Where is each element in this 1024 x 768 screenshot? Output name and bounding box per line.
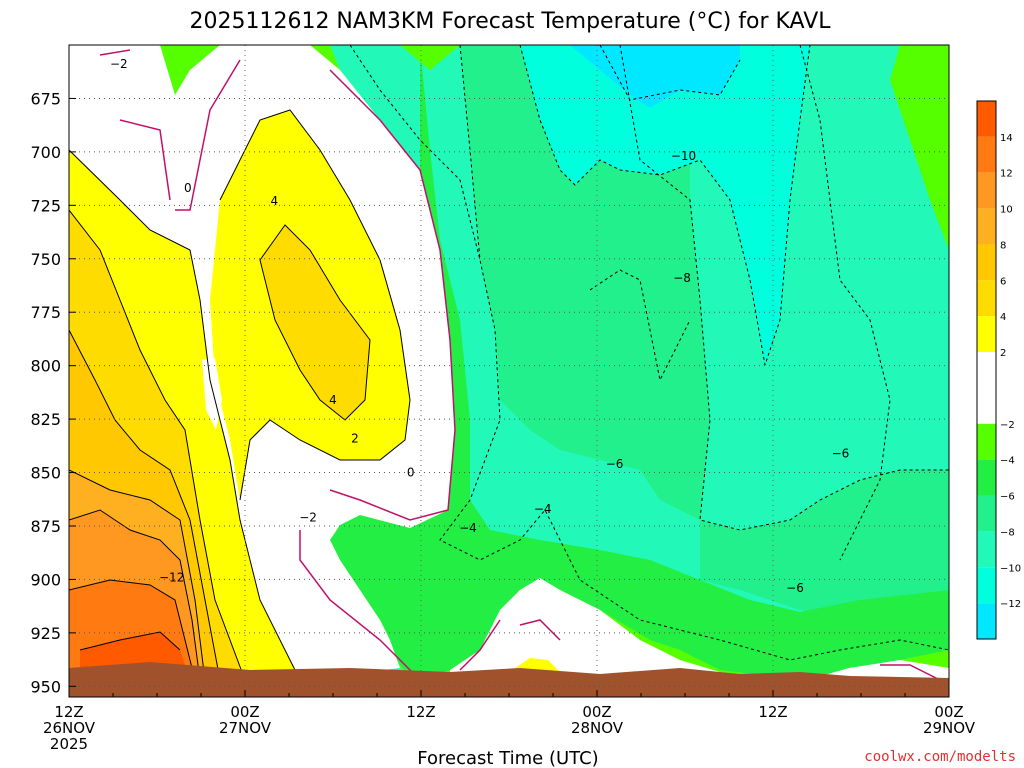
contour-label: −12	[159, 570, 184, 584]
colorbar-tick-label: 8	[1000, 240, 1006, 251]
contour-label: −6	[606, 457, 624, 471]
band-minus6	[460, 45, 949, 620]
y-tick-label: 825	[30, 410, 61, 429]
band-minus10	[520, 45, 810, 365]
credit-text: coolwx.com/modelts	[864, 749, 1016, 765]
x-tick-label: 28NOV	[571, 719, 624, 737]
terrain	[69, 662, 949, 697]
x-axis-label: Forecast Time (UTC)	[417, 748, 598, 768]
x-tick-label: 27NOV	[219, 719, 272, 737]
contour-label: −2	[110, 57, 128, 71]
y-tick-label: 725	[30, 196, 61, 215]
contour-label: −8	[673, 271, 691, 285]
colorbar-band	[977, 423, 996, 460]
colorbar-band	[977, 567, 996, 604]
contour-label: 4	[329, 393, 337, 407]
colorbar-tick-label: 12	[1000, 169, 1013, 180]
colorbar-band	[977, 101, 996, 137]
contour-label: −2	[299, 510, 317, 524]
contour-zero	[99, 49, 941, 681]
plot-area	[69, 45, 949, 697]
chart-title: 2025112612 NAM3KM Forecast Temperature (…	[189, 9, 831, 34]
x-tick-label: 29NOV	[923, 719, 976, 737]
colorbar-band	[977, 459, 996, 496]
colorbar-tick-label: −8	[1000, 527, 1015, 538]
colorbar-tick-label: −2	[1000, 420, 1015, 431]
colorbar-tick-label: 14	[1000, 133, 1013, 144]
band-plus4-inner	[260, 225, 370, 420]
y-tick-label: 700	[30, 143, 61, 162]
contour-plus-solid	[69, 109, 411, 681]
contour-label: −6	[786, 581, 804, 595]
colorbar-band	[977, 136, 996, 173]
y-tick-label: 750	[30, 250, 61, 269]
contour-label-layer: −2 0 4 4 2 0 −2 −4 −4 −6 −10 −8 −6 −6 −12	[110, 57, 849, 595]
colorbar-band	[977, 172, 996, 209]
colorbar-band	[977, 352, 996, 424]
colorbar-tick-label: −10	[1000, 563, 1021, 574]
contour-label: −4	[534, 502, 552, 516]
colorbar-band	[977, 531, 996, 568]
contour-label: 4	[271, 194, 279, 208]
colorbar-tick-label: −4	[1000, 456, 1015, 467]
colorbar-band	[977, 495, 996, 532]
band-minus12	[570, 45, 740, 108]
y-tick-label: 950	[30, 677, 61, 696]
y-tick-label: 800	[30, 357, 61, 376]
x-tick-label: 00Z	[934, 703, 963, 721]
y-tick-label: 850	[30, 464, 61, 483]
colorbar-tick-label: 4	[1000, 312, 1006, 323]
y-tick-label: 900	[30, 570, 61, 589]
y-tick-label: 875	[30, 517, 61, 536]
x-tick-label: 2025	[50, 735, 88, 753]
colorbar-frame	[976, 100, 997, 640]
y-tick-label: 775	[30, 303, 61, 322]
y-tick-label: 675	[30, 89, 61, 108]
y-tick-label: 925	[30, 624, 61, 643]
contour-label: −4	[459, 521, 477, 535]
contour-minus4-dashed	[349, 45, 949, 661]
colorbar-band	[977, 603, 996, 639]
colorbar-tick-label: −6	[1000, 492, 1015, 503]
x-tick-label: 00Z	[582, 703, 611, 721]
colorbar-tick-label: −12	[1000, 599, 1021, 610]
colorbar-tick-label: 6	[1000, 276, 1006, 287]
contour-label: 2	[351, 431, 359, 445]
x-tick-label: 00Z	[230, 703, 259, 721]
contour-label: 0	[184, 181, 192, 195]
x-tick-label: 12Z	[758, 703, 787, 721]
x-tick-label: 12Z	[406, 703, 435, 721]
contour-lines	[69, 45, 949, 681]
grid-lines	[69, 45, 949, 697]
colorbar-tick-label: 10	[1000, 205, 1013, 216]
y-axis: 675 700 725 750 775 800 825 850 875 900 925 950	[30, 89, 76, 696]
colorbar-tick-label: 2	[1000, 348, 1006, 359]
band-zero-middle	[450, 578, 949, 690]
colorbar: 14 12 10 8 6 4 2 −2 −4 −6 −8 −10 −12	[976, 100, 1021, 640]
colorbar-band	[977, 208, 996, 245]
contour-label: −6	[832, 446, 850, 460]
colorbar-band	[977, 244, 996, 281]
contour-label: 0	[407, 466, 415, 480]
contour-label: −10	[671, 149, 696, 163]
colorbar-band	[977, 280, 996, 317]
white-pocket	[202, 358, 222, 430]
x-tick-label: 26NOV	[43, 719, 96, 737]
band-minus4	[300, 45, 949, 690]
x-tick-label: 12Z	[54, 703, 83, 721]
colorbar-band	[977, 316, 996, 353]
